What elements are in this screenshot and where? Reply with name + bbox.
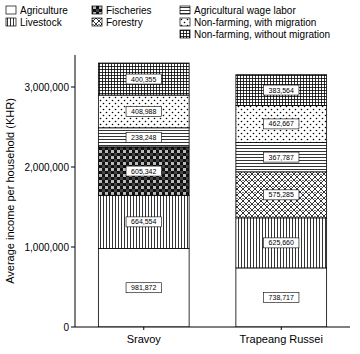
bar-segment [236, 172, 327, 218]
data-label-box [126, 106, 161, 116]
data-label: 981,872 [131, 284, 156, 291]
legend-label: Agricultural wage labor [194, 5, 296, 16]
data-label-box [126, 283, 161, 293]
legend-swatch [180, 30, 190, 38]
data-label: 238,248 [131, 134, 156, 141]
data-label-box [264, 152, 299, 162]
data-label: 605,342 [131, 168, 156, 175]
data-label: 408,988 [131, 108, 156, 115]
y-tick [71, 87, 75, 88]
y-tick-label: 2,000,000 [25, 162, 70, 173]
legend-label: Agriculture [20, 5, 68, 16]
y-tick-label: 0 [63, 322, 69, 333]
y-tick-label: 1,000,000 [25, 242, 70, 253]
data-label-box [126, 166, 161, 176]
data-label-box [126, 217, 161, 227]
legend-label: Livestock [20, 17, 63, 28]
y-tick [71, 167, 75, 168]
bar-segment [236, 142, 327, 171]
y-tick [71, 327, 75, 328]
y-axis [75, 55, 76, 327]
data-labels: 981,872 664,554 605,342 238,248 408,988 400,3… [126, 74, 299, 302]
data-label-box [264, 190, 299, 200]
data-label-box [264, 85, 299, 95]
legend-swatch [6, 6, 16, 14]
bar-segment [236, 75, 327, 106]
legend-swatch [180, 6, 190, 14]
bars [98, 63, 326, 327]
y-tick-label: 3,000,000 [25, 82, 70, 93]
bar-segment [98, 195, 189, 248]
x-axis [75, 327, 350, 328]
data-label-box [126, 74, 161, 84]
data-label: 462,667 [269, 120, 294, 127]
data-label-box [264, 119, 299, 129]
legend: AgricultureLivestock FischeriesForestry Ag… [6, 5, 330, 40]
data-label: 400,355 [131, 76, 156, 83]
legend-label: Forestry [106, 17, 143, 28]
x-tick [281, 327, 282, 330]
data-label: 575,285 [269, 191, 294, 198]
bar-segment [236, 218, 327, 268]
legend-swatch [6, 18, 16, 26]
data-label: 738,717 [269, 294, 294, 301]
bar-segment [236, 105, 327, 142]
data-label: 664,554 [131, 218, 156, 225]
data-label: 383,564 [269, 87, 294, 94]
bar-segment [98, 128, 189, 147]
x-tick-label: Sravoy [127, 333, 162, 345]
data-label: 625,660 [269, 239, 294, 246]
data-label-box [264, 292, 299, 302]
legend-swatch [180, 18, 190, 26]
y-tick [71, 247, 75, 248]
data-label-box [264, 238, 299, 248]
bar-segment [98, 95, 189, 128]
legend-swatch [92, 18, 102, 26]
legend-label: Non-farming, without migration [194, 29, 330, 40]
bar-segment [98, 248, 189, 327]
x-tick-label: Trapeang Russei [240, 333, 323, 345]
legend-label: Non-farming, with migration [194, 17, 316, 28]
data-label: 367,787 [269, 154, 294, 161]
x-tick [143, 327, 144, 330]
bar-segment [236, 268, 327, 327]
legend-label: Fischeries [106, 5, 152, 16]
data-label-box [126, 132, 161, 142]
legend-swatch [92, 6, 102, 14]
bar-segment [98, 147, 189, 195]
y-axis-label: Average income per household (KHR) [4, 98, 16, 284]
bar-segment [98, 63, 189, 95]
chart: 981,872 664,554 605,342 238,248 408,988 400,3… [0, 0, 360, 354]
